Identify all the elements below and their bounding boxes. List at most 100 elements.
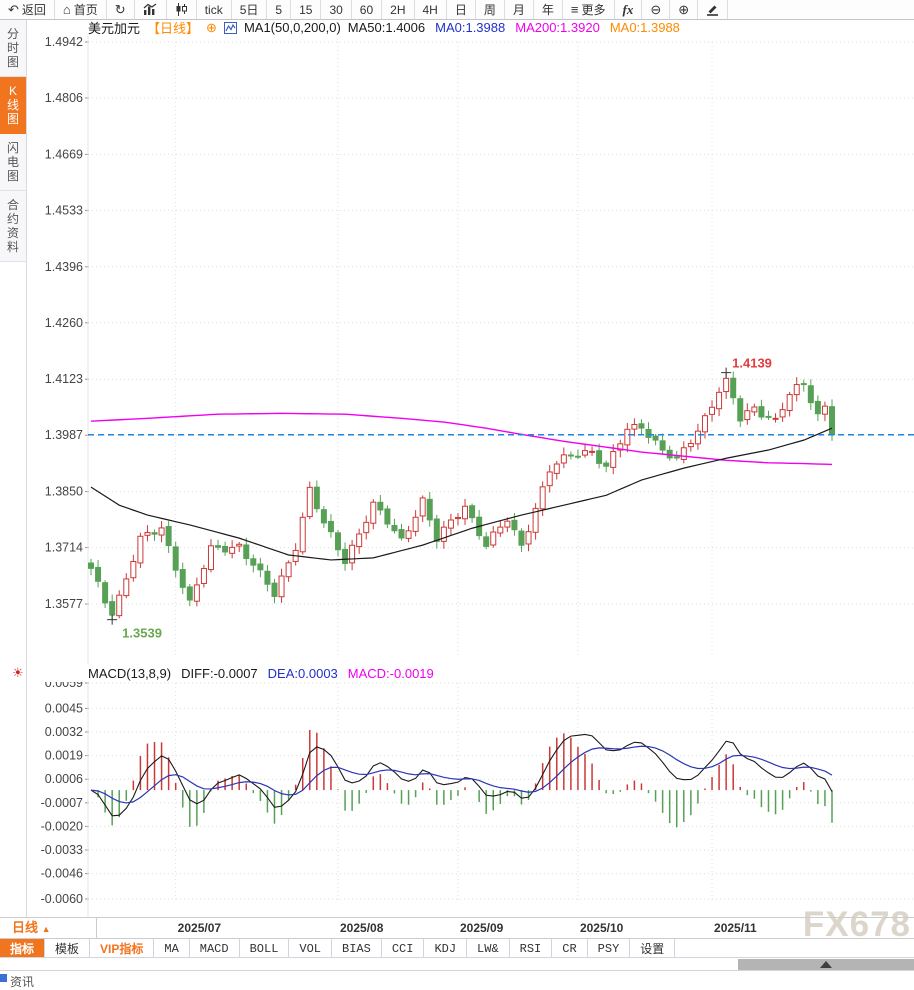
toolbar-m60-label: 60 <box>359 2 374 17</box>
x-axis-label: 2025/07 <box>177 921 222 935</box>
toolbar-line-chart-icon[interactable] <box>135 0 167 19</box>
indicator-button-bias[interactable]: BIAS <box>332 939 382 958</box>
svg-text:-0.0020: -0.0020 <box>41 819 83 833</box>
toolbar-day-button[interactable]: 日 <box>447 0 476 19</box>
circle-plus-icon[interactable]: ⊕ <box>206 19 217 35</box>
indicator-button-ma[interactable]: MA <box>154 939 190 958</box>
sidebar-tab-lightning-chart[interactable]: 闪电图 <box>0 134 26 191</box>
toolbar-h4-label: 4H <box>422 2 438 17</box>
toolbar-h4-button[interactable]: 4H <box>415 0 447 19</box>
ma-value: MA50:1.4006 <box>347 20 426 35</box>
ma-value: MA0:1.3988 <box>609 20 680 35</box>
bottom-tab-row: 资讯 <box>0 970 914 989</box>
toolbar-fx-icon[interactable]: fx <box>615 0 643 19</box>
toolbar-candlestick-icon[interactable] <box>167 0 197 19</box>
toolbar-h2-button[interactable]: 2H <box>382 0 415 19</box>
toolbar-zoom-out-icon[interactable]: ⊖ <box>642 0 671 19</box>
ma-settings-label: MA1(50,0,200,0) <box>243 20 341 35</box>
ma-value: MA200:1.3920 <box>515 20 600 35</box>
toolbar-more-button[interactable]: ≡ 更多 <box>563 0 615 19</box>
macd-chart[interactable]: 0.0059 0.0045 0.0032 0.0019 0.0006 -0.0007 -0.… <box>27 682 914 917</box>
svg-text:-0.0046: -0.0046 <box>41 867 83 881</box>
draw-icon <box>706 3 719 16</box>
zoom-in-icon: ⊕ <box>678 2 690 17</box>
toolbar-tick-button[interactable]: tick <box>197 0 232 19</box>
svg-text:-0.0060: -0.0060 <box>41 892 83 906</box>
toolbar-tick-label: tick <box>204 2 223 17</box>
toolbar-draw-icon[interactable] <box>698 0 729 19</box>
line-chart-icon <box>143 3 158 16</box>
toolbar-h2-label: 2H <box>390 2 406 17</box>
timeframe-dropdown-button[interactable]: 日线 ▲ <box>0 918 97 938</box>
horizontal-scrollbar-thumb[interactable] <box>738 959 914 970</box>
ma-values: MA50:1.4006 MA0:1.3988 MA200:1.3920 MA0:1.3… <box>348 20 690 35</box>
toolbar-month-button[interactable]: 月 <box>505 0 534 19</box>
toolbar-month-label: 月 <box>512 3 525 17</box>
top-toolbar: ↶ 返回 ⌂ 首页 ↻ tick 5日 5 15 30 60 2H 4H 日周月年 ≡ 更多 fx ⊖ ⊕ <box>0 0 914 20</box>
news-icon <box>0 974 7 982</box>
toolbar-m15-label: 15 <box>299 2 313 17</box>
indicator-button-cci[interactable]: CCI <box>382 939 425 958</box>
sidebar-tab-time-chart[interactable]: 分时图 <box>0 20 26 77</box>
horizontal-scrollbar-track[interactable] <box>0 957 914 971</box>
toolbar-back-label: 返回 <box>21 3 46 17</box>
svg-text:1.3577: 1.3577 <box>45 597 83 611</box>
indicator-settings-icon[interactable]: ☀ <box>12 665 24 680</box>
toolbar-m5-label: 5 <box>275 2 283 17</box>
toolbar-home-button[interactable]: ⌂ 首页 <box>55 0 107 19</box>
toolbar-zoom-in-icon[interactable]: ⊕ <box>670 0 699 19</box>
x-axis-label: 2025/08 <box>340 921 384 935</box>
x-axis-label: 2025/11 <box>714 921 757 935</box>
indicator-button-kdj[interactable]: KDJ <box>424 939 468 958</box>
indicator-button-[interactable]: 指标 <box>0 939 46 958</box>
svg-text:0.0045: 0.0045 <box>45 701 83 715</box>
toolbar-m5-button[interactable]: 5 <box>267 0 292 19</box>
indicator-button-lw[interactable]: LW& <box>467 939 510 958</box>
toolbar-day-label: 日 <box>454 3 467 17</box>
macd-value: MACD:-0.0019 <box>347 665 434 681</box>
svg-text:1.4260: 1.4260 <box>45 316 83 330</box>
toolbar-m15-button[interactable]: 15 <box>291 0 322 19</box>
macd-value: DIFF:-0.0007 <box>181 665 258 681</box>
indicator-button-psy[interactable]: PSY <box>588 939 631 958</box>
indicator-button-[interactable]: 设置 <box>630 939 676 958</box>
toolbar-m30-button[interactable]: 30 <box>321 0 352 19</box>
indicator-button-cr[interactable]: CR <box>552 939 588 958</box>
main-candlestick-chart[interactable]: 1.4942 1.4806 1.4669 1.4533 1.4396 1.4260 1.41… <box>27 36 914 664</box>
toolbar-back-button[interactable]: ↶ 返回 <box>0 0 55 19</box>
home-icon: ⌂ <box>62 2 71 17</box>
svg-text:1.3850: 1.3850 <box>45 485 83 499</box>
toolbar-week-button[interactable]: 周 <box>476 0 505 19</box>
fx-icon: fx <box>622 1 634 17</box>
svg-text:0.0032: 0.0032 <box>45 725 83 739</box>
macd-value: DEA:0.0003 <box>267 665 338 681</box>
macd-values: DIFF:-0.0007 DEA:0.0003 MACD:-0.0019 <box>181 666 444 681</box>
macd-header: MACD(13,8,9) DIFF:-0.0007 DEA:0.0003 MACD:… <box>88 664 444 682</box>
toolbar-refresh-icon[interactable]: ↻ <box>107 0 135 19</box>
sidebar-tab-contract-info[interactable]: 合约资料 <box>0 191 26 262</box>
indicator-button-macd[interactable]: MACD <box>190 939 240 958</box>
svg-text:1.3714: 1.3714 <box>45 541 83 555</box>
mini-chart-icon[interactable] <box>223 20 237 35</box>
toolbar-year-button[interactable]: 年 <box>534 0 563 19</box>
indicator-button-[interactable]: 模板 <box>45 939 91 958</box>
svg-text:1.4396: 1.4396 <box>45 260 83 274</box>
indicator-button-vip[interactable]: VIP指标 <box>90 939 155 958</box>
indicator-button-vol[interactable]: VOL <box>289 939 333 958</box>
ma-value: MA0:1.3988 <box>435 20 506 35</box>
svg-text:1.3987: 1.3987 <box>45 428 83 442</box>
date-axis-row: 日线 ▲ 2025/07 2025/08 2025/09 2025/10 2025/11 <box>0 917 914 939</box>
svg-text:-0.0033: -0.0033 <box>41 843 83 857</box>
indicator-button-rsi[interactable]: RSI <box>510 939 553 958</box>
svg-text:1.4806: 1.4806 <box>45 91 83 105</box>
toolbar-m60-button[interactable]: 60 <box>352 0 383 19</box>
x-axis-label: 2025/09 <box>459 921 504 935</box>
svg-text:1.4942: 1.4942 <box>45 36 83 49</box>
toolbar-5d-button[interactable]: 5日 <box>232 0 268 19</box>
back-arrow-icon: ↶ <box>8 2 19 17</box>
news-tab[interactable]: 资讯 <box>10 975 35 989</box>
timeframe-tag: 【日线】 <box>147 21 200 36</box>
indicator-button-boll[interactable]: BOLL <box>240 939 290 958</box>
